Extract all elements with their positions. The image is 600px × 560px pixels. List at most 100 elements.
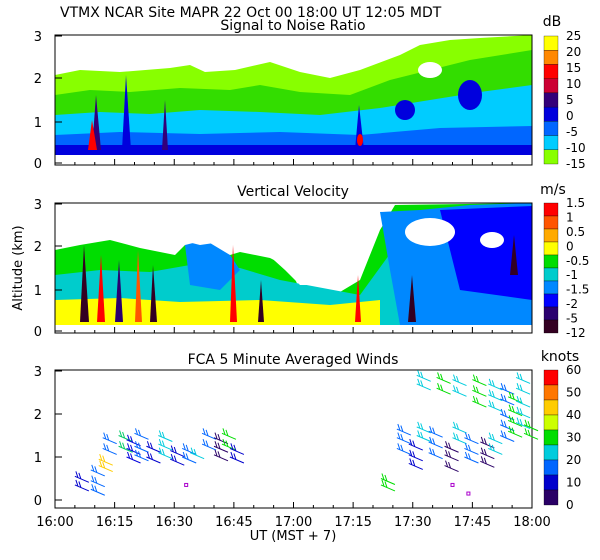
x-tick-label: 17:15: [334, 515, 371, 530]
wind-barb: [126, 451, 141, 464]
colorbar-swatch: [543, 489, 559, 506]
colorbar-label: 20: [566, 45, 581, 59]
wind-barb: [488, 378, 503, 391]
colorbar-label: -2: [566, 297, 578, 311]
wind-barb: [229, 443, 245, 455]
wind-barb: [416, 370, 431, 382]
wind-marker: [450, 482, 455, 487]
wind-barb: [464, 432, 479, 445]
wind-barb: [436, 383, 451, 395]
snr-gap: [180, 36, 260, 60]
colorbar-swatch: [543, 50, 559, 65]
wind-barb: [221, 438, 237, 451]
wind-barb: [229, 451, 245, 464]
winds-title: FCA 5 Minute Averaged Winds: [188, 352, 399, 368]
wind-barb: [488, 443, 503, 455]
colorbar-label: -12: [566, 326, 586, 340]
colorbar-label: 0: [566, 498, 574, 512]
vv-region-blue-mid: [185, 240, 240, 290]
colorbar-swatch: [543, 280, 559, 295]
wind-barb: [221, 428, 237, 440]
vv-gap: [405, 218, 455, 246]
colorbar-label: -10: [566, 141, 586, 155]
colorbar-swatch: [543, 254, 559, 269]
wind-barb: [74, 479, 90, 492]
colorbar-swatch: [543, 121, 559, 136]
snr-ytick-label: 0: [34, 157, 42, 172]
wind-barb: [500, 430, 515, 442]
colorbar-label: 40: [566, 408, 581, 422]
winds-x-axis: 16:00 16:15 16:30 16:45 17:00 17:15 17:30 17:45…: [36, 502, 551, 530]
vv-y-axis: 0 1 2 3: [34, 198, 62, 340]
colorbar-swatch: [543, 369, 559, 386]
winds-ytick-label: 2: [34, 408, 42, 423]
wind-barb: [396, 443, 412, 455]
wind-barb: [507, 404, 523, 417]
wind-barb: [488, 389, 503, 402]
winds-y-axis: 0 1 2 3: [34, 365, 62, 509]
colorbar-swatch: [543, 429, 559, 446]
x-tick-label: 16:30: [156, 515, 193, 530]
colorbar-label: 0.5: [566, 225, 585, 239]
vv-plume: [230, 245, 237, 322]
wind-barb: [408, 458, 423, 470]
colorbar-swatch: [543, 228, 559, 243]
wind-barb: [98, 460, 113, 473]
wind-barb: [126, 443, 141, 455]
wind-barb: [126, 434, 141, 447]
wind-barb: [146, 451, 161, 464]
vv-colorbar: 1.510.50-0.5-1-1.5-2-5-12: [543, 196, 589, 340]
wind-barb: [102, 432, 117, 445]
winds-units: knots: [541, 349, 579, 365]
wind-barb: [500, 408, 515, 421]
wind-barb: [408, 449, 423, 462]
wind-barb: [182, 443, 197, 455]
colorbar-swatch: [543, 78, 559, 94]
wind-barb: [523, 419, 539, 432]
wind-barb: [507, 415, 523, 427]
colorbar-label: 50: [566, 386, 581, 400]
wind-marker: [466, 491, 471, 496]
wind-barb: [201, 428, 217, 440]
wind-barb: [158, 430, 173, 442]
wind-barb: [428, 436, 443, 449]
colorbar-label: -0.5: [566, 254, 589, 268]
colorbar-swatch: [543, 399, 559, 416]
snr-ytick-label: 1: [34, 116, 42, 131]
colorbar-label: 10: [566, 77, 581, 91]
vv-ytick-label: 0: [34, 325, 42, 340]
wind-barb: [515, 417, 531, 430]
snr-plume: [162, 100, 168, 150]
vv-plume: [135, 250, 142, 322]
wind-barb: [480, 456, 495, 468]
wind-barb: [416, 421, 431, 434]
wind-barb: [472, 374, 487, 387]
vv-region-darkblue: [440, 206, 532, 300]
colorbar-label: 0: [566, 109, 574, 123]
colorbar-swatch: [543, 106, 559, 122]
wind-barb: [500, 393, 515, 406]
colorbar-label: -5: [566, 312, 578, 326]
wind-barb: [380, 473, 396, 485]
wind-barb: [213, 432, 229, 445]
x-tick-label: 18:00: [513, 515, 550, 530]
wind-barb: [507, 426, 523, 438]
wind-barb: [158, 438, 173, 451]
colorbar-label: 15: [566, 61, 581, 75]
wind-barb: [90, 484, 105, 496]
winds-barbs: [74, 370, 539, 496]
vv-ytick-label: 2: [34, 240, 42, 255]
wind-barb: [428, 426, 443, 438]
vv-x-ticks: [54, 327, 533, 333]
wind-barb: [515, 372, 531, 384]
wind-barb: [170, 445, 185, 458]
colorbar-swatch: [543, 319, 559, 334]
wind-barb: [134, 449, 149, 462]
snr-title: Signal to Noise Ratio: [220, 18, 365, 34]
vv-gap: [55, 203, 110, 240]
vv-gap: [120, 203, 240, 245]
wind-barb: [146, 441, 161, 453]
snr-gap: [285, 39, 375, 71]
x-axis-label: UT (MST + 7): [250, 529, 337, 544]
colorbar-swatch: [543, 92, 559, 108]
